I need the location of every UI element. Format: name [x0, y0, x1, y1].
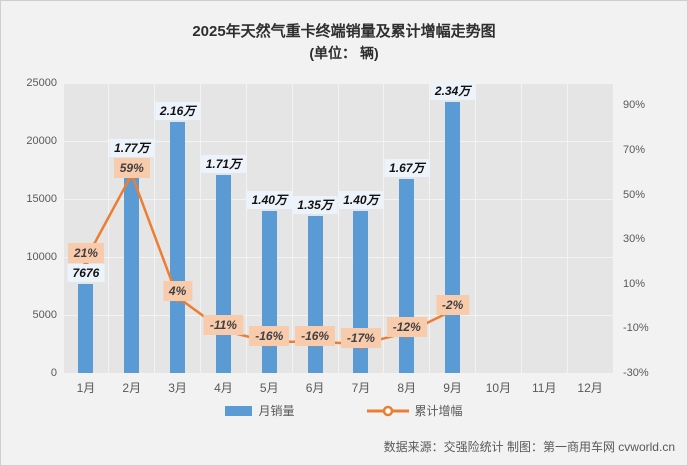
- bar-month-2: [124, 167, 140, 373]
- vertical-gridline: [291, 83, 293, 373]
- vertical-gridline: [108, 83, 110, 373]
- vertical-gridline: [154, 83, 156, 373]
- source-note: 数据来源：交强险统计 制图：第一商用车网 cvworld.cn: [383, 440, 675, 454]
- y-axis-left-tick: 10000: [26, 251, 57, 263]
- y-axis-right-tick: 70%: [623, 143, 646, 156]
- growth-label-month-3: 4%: [162, 281, 193, 302]
- y-axis-right-tick: 10%: [623, 277, 646, 290]
- vertical-gridline: [429, 83, 431, 373]
- x-axis-label-month-7: 7月: [351, 381, 371, 395]
- vertical-gridline: [383, 83, 385, 373]
- y-axis-left-tick: 20000: [26, 135, 57, 147]
- x-axis-label-month-4: 4月: [214, 381, 233, 395]
- growth-label-month-5: -16%: [249, 325, 290, 346]
- growth-label-month-6: -16%: [295, 325, 336, 346]
- sales-label-month-3: 2.16万: [154, 102, 201, 121]
- bar-series-swatch-icon: [225, 405, 253, 416]
- chart-title-line2: (单位： 辆): [309, 44, 379, 61]
- growth-label-month-9: -2%: [435, 294, 470, 315]
- vertical-gridline: [337, 83, 339, 373]
- x-axis-label-month-2: 2月: [122, 381, 142, 395]
- x-axis-label-month-10: 10月: [485, 381, 512, 395]
- growth-label-month-1: 21%: [67, 243, 104, 264]
- x-axis-label-month-9: 9月: [443, 381, 462, 395]
- sales-label-month-4: 1.71万: [200, 154, 247, 173]
- growth-label-month-2: 59%: [113, 158, 150, 179]
- y-axis-left-tick: 25000: [26, 77, 57, 89]
- x-axis-label-month-5: 5月: [259, 381, 279, 395]
- legend-item-line: 累计增幅: [366, 402, 463, 419]
- vertical-gridline: [612, 83, 614, 373]
- growth-line: [80, 169, 458, 349]
- sales-label-month-7: 1.40万: [338, 190, 384, 209]
- x-axis-label-month-6: 6月: [305, 381, 325, 395]
- growth-label-month-4: -11%: [203, 314, 243, 335]
- legend-item-bar: 月销量: [225, 402, 295, 419]
- growth-label-month-7: -17%: [340, 328, 381, 348]
- horizontal-gridline: [63, 372, 613, 374]
- x-axis-label-month-1: 1月: [76, 381, 96, 395]
- vertical-gridline: [245, 83, 247, 373]
- bar-month-3: [170, 122, 186, 373]
- legend-bar-label: 月销量: [258, 404, 295, 418]
- sales-label-month-9: 2.34万: [429, 81, 476, 100]
- y-axis-left-tick: 15000: [26, 193, 57, 205]
- x-axis-label-month-11: 11月: [532, 381, 557, 395]
- vertical-gridline: [200, 83, 201, 373]
- plot-area: 21% 59% 4% -11% -16% -16% -17% -12% -2% 7676 1.77万…: [62, 81, 614, 374]
- bar-month-1: [78, 283, 94, 373]
- y-axis-right-tick: -10%: [623, 322, 649, 335]
- sales-label-month-5: 1.40万: [246, 190, 292, 209]
- line-series-swatch-icon: [366, 405, 409, 416]
- y-axis-left-tick: 5000: [32, 309, 57, 321]
- chart-title-line1: 2025年天然气重卡终端销量及累计增幅走势图: [192, 23, 496, 40]
- vertical-gridline: [62, 83, 64, 373]
- x-axis-label-month-8: 8月: [397, 381, 417, 395]
- y-axis-right-tick: -30%: [623, 367, 649, 379]
- sales-label-month-1: 7676: [67, 263, 105, 282]
- sales-label-month-2: 1.77万: [109, 139, 155, 158]
- growth-label-month-8: -12%: [386, 316, 427, 337]
- chart-title: 2025年天然气重卡终端销量及累计增幅走势图 (单位： 辆): [1, 21, 687, 63]
- vertical-gridline: [475, 83, 476, 373]
- x-axis-label-month-3: 3月: [168, 381, 187, 395]
- x-axis-label-month-12: 12月: [577, 381, 603, 395]
- vertical-gridline: [566, 83, 568, 373]
- y-axis-right-tick: 50%: [623, 188, 646, 201]
- vertical-gridline: [520, 83, 522, 373]
- y-axis-right-tick: 90%: [623, 99, 646, 112]
- y-axis-right-tick: 30%: [623, 233, 646, 246]
- sales-label-month-8: 1.67万: [384, 159, 430, 178]
- legend-line-label: 累计增幅: [414, 404, 463, 418]
- legend: 月销量 累计增幅: [1, 402, 687, 419]
- y-axis-left-tick: 0: [50, 367, 57, 379]
- sales-label-month-6: 1.35万: [292, 196, 338, 215]
